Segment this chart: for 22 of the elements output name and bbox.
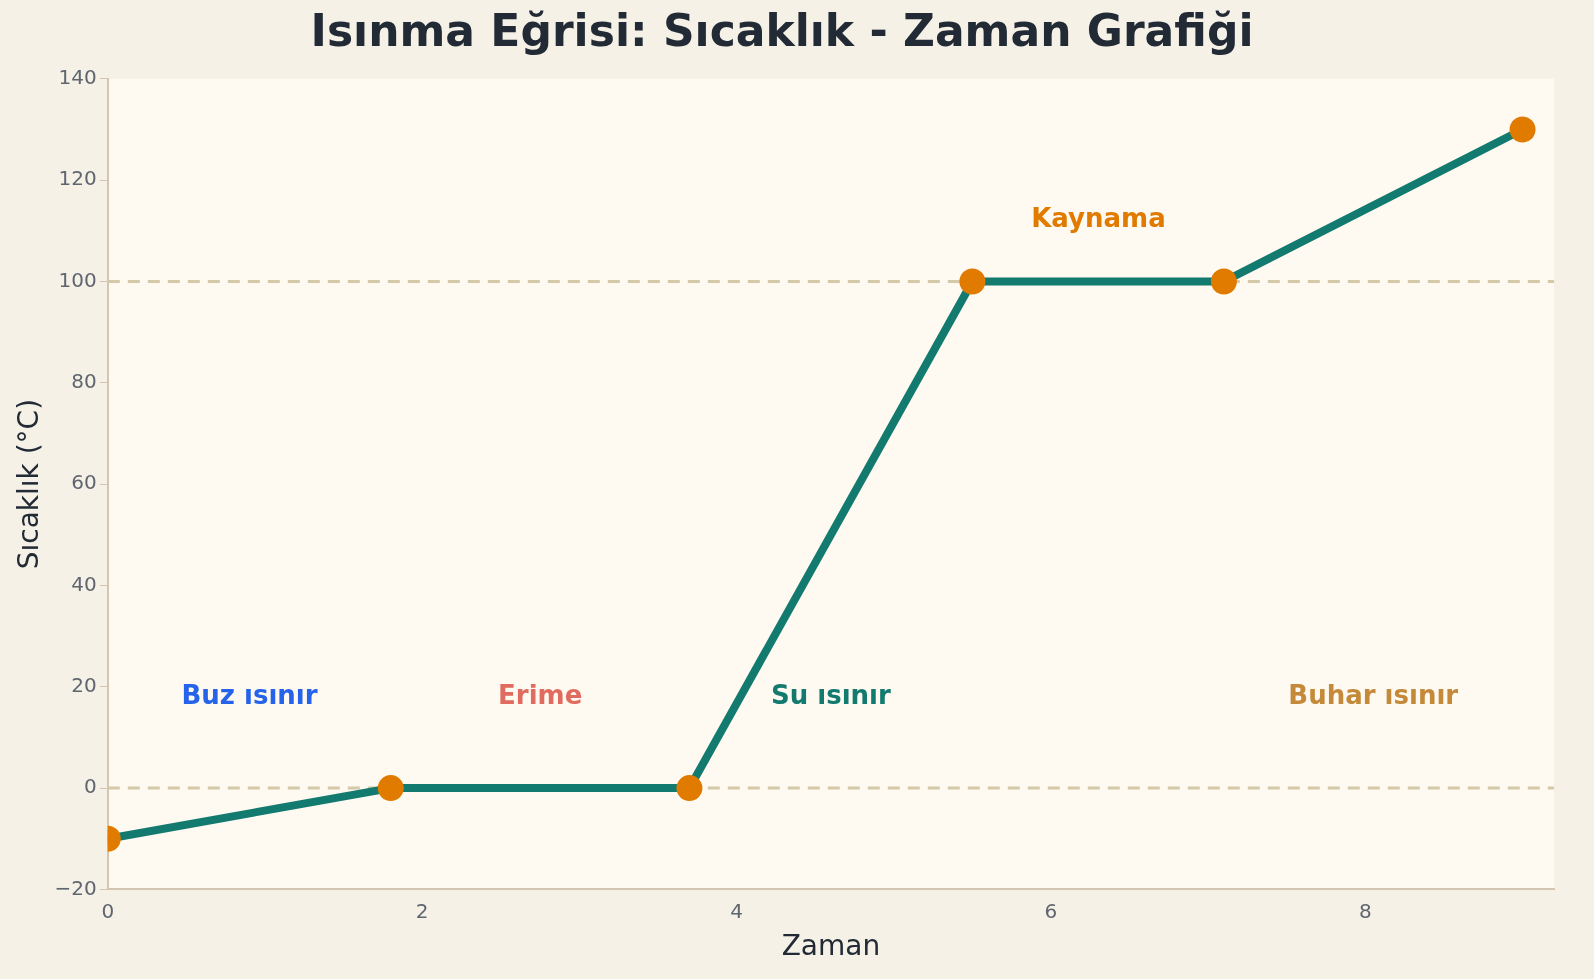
y-tick-label: 100 [58, 267, 97, 292]
chart-title: Isınma Eğrisi: Sıcaklık - Zaman Grafiği [310, 4, 1254, 56]
annotation: Kaynama [1031, 203, 1166, 234]
annotation: Buhar ısınır [1288, 679, 1459, 710]
x-tick-label: 2 [415, 898, 429, 923]
x-axis-title: Zaman [781, 929, 881, 963]
y-tick-label: 60 [71, 470, 97, 495]
x-tick-label: 8 [1359, 898, 1372, 923]
annotation: Erime [498, 679, 583, 710]
y-axis-title: Sıcaklık (°C) [12, 398, 46, 570]
y-tick-label: 120 [58, 166, 97, 191]
x-tick-label: 4 [730, 898, 743, 923]
y-tick-label: 40 [71, 571, 97, 596]
x-tick-label: 0 [101, 898, 115, 923]
y-tick-label: −20 [54, 875, 97, 900]
annotation: Su ısınır [770, 679, 891, 710]
y-tick-label: 140 [58, 65, 97, 89]
annotation: Buz ısınır [181, 679, 318, 710]
y-tick-label: 80 [71, 368, 97, 393]
y-tick-label: 20 [71, 672, 97, 697]
y-tick-label: 0 [84, 774, 97, 799]
x-tick-label: 6 [1044, 898, 1058, 923]
